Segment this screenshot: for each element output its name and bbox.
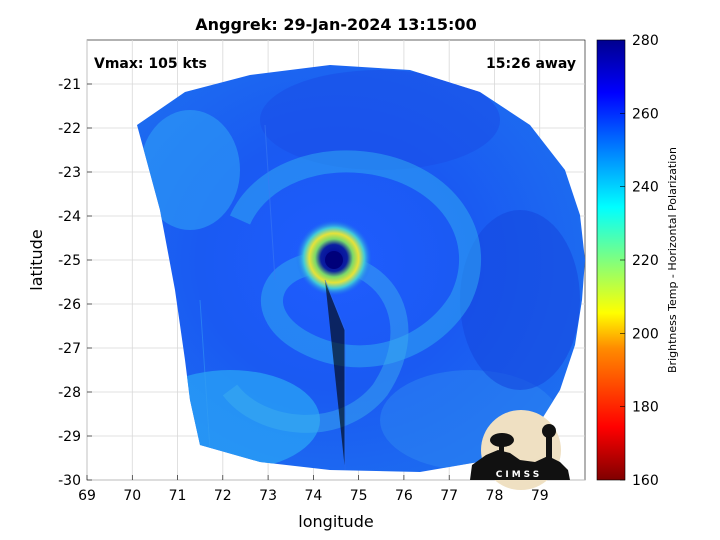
y-tick-label: -30	[58, 473, 81, 489]
x-axis-label: longitude	[298, 512, 373, 531]
plot-title: Anggrek: 29-Jan-2024 13:15:00	[195, 15, 476, 34]
colorbar-tick-label: 260	[632, 106, 659, 122]
x-tick-label: 78	[486, 488, 504, 504]
x-tick-label: 72	[214, 488, 232, 504]
x-tick-label: 79	[531, 488, 549, 504]
colorbar-tick-label: 160	[632, 473, 659, 489]
y-tick-label: -23	[58, 165, 81, 181]
y-tick-label: -26	[58, 297, 81, 313]
y-axis-ticks: -21 -22 -23 -24 -25 -26 -27 -28 -29 -30	[58, 77, 92, 489]
colorbar-ticks: 280 260 240 220 200 180 160	[620, 33, 659, 489]
colorbar-tick-label: 200	[632, 326, 659, 342]
cimss-logo: CIMSS	[470, 410, 570, 490]
x-axis-ticks: 69 70 71 72 73 74 75 76 77 78 79	[78, 475, 549, 504]
x-tick-label: 77	[440, 488, 458, 504]
y-tick-label: -27	[58, 341, 81, 357]
y-tick-label: -22	[58, 121, 81, 137]
colorbar-label: Brightness Temp - Horizontal Polarizatio…	[666, 147, 679, 373]
cimss-logo-text: CIMSS	[496, 470, 542, 480]
x-tick-label: 73	[259, 488, 277, 504]
y-tick-label: -29	[58, 429, 81, 445]
time-away-annotation: 15:26 away	[486, 56, 576, 72]
x-tick-label: 76	[395, 488, 413, 504]
y-tick-label: -21	[58, 77, 81, 93]
y-tick-label: -28	[58, 385, 81, 401]
colorbar-tick-label: 220	[632, 253, 659, 269]
vmax-annotation: Vmax: 105 kts	[94, 56, 207, 72]
x-tick-label: 74	[304, 488, 322, 504]
x-tick-label: 70	[123, 488, 141, 504]
colorbar-tick-label: 180	[632, 400, 659, 416]
x-tick-label: 75	[350, 488, 368, 504]
x-tick-label: 69	[78, 488, 96, 504]
x-tick-label: 71	[169, 488, 187, 504]
y-tick-label: -25	[58, 253, 81, 269]
y-axis-label: latitude	[27, 229, 46, 290]
colorbar-tick-label: 280	[632, 33, 659, 49]
colorbar-tick-label: 240	[632, 180, 659, 196]
y-tick-label: -24	[58, 209, 81, 225]
